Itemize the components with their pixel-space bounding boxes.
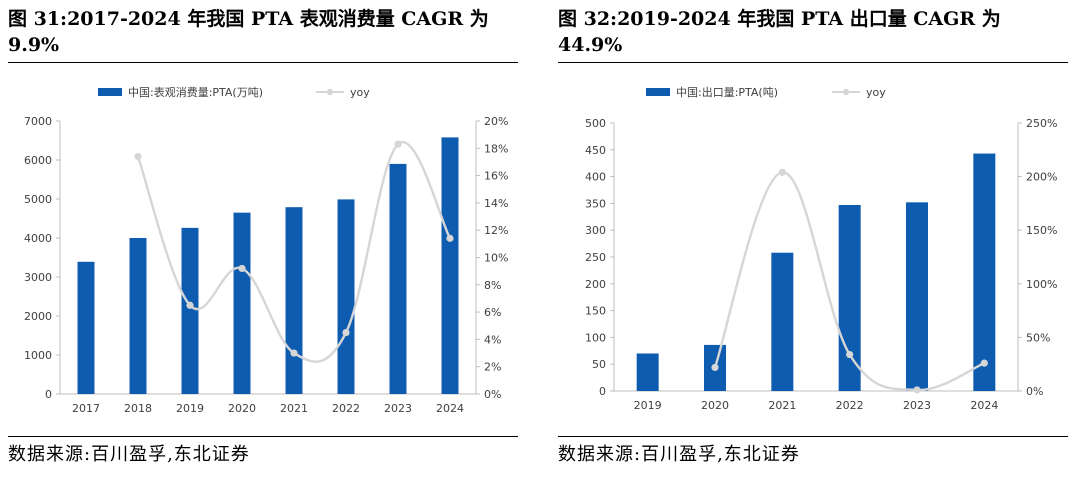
y-left-tick-label: 200 xyxy=(585,278,606,291)
x-tick-label: 2021 xyxy=(280,402,308,415)
bar xyxy=(973,153,996,391)
x-tick-label: 2020 xyxy=(228,402,256,415)
y-left-tick-label: 3000 xyxy=(24,271,52,284)
legend-swatch-bar xyxy=(98,88,122,96)
y-right-tick-label: 2% xyxy=(484,361,501,374)
y-right-tick-label: 10% xyxy=(484,252,508,265)
x-tick-label: 2022 xyxy=(332,402,360,415)
bar xyxy=(285,207,303,394)
y-left-tick-label: 7000 xyxy=(24,115,52,128)
bar xyxy=(636,353,659,391)
x-tick-label: 2018 xyxy=(124,402,152,415)
chart-export: 中国:出口量:PTA(吨) yoy 0 50 100 150 200 250 300 350 400… xyxy=(585,85,1057,412)
bar xyxy=(181,227,199,394)
y-right-tick-label: 0% xyxy=(484,388,501,401)
y-left-tick-label: 4000 xyxy=(24,232,52,245)
yoy-point xyxy=(238,264,246,273)
y-right-tick-label: 18% xyxy=(484,142,508,155)
y-left-tick-label: 50 xyxy=(592,358,606,371)
legend: 中国:出口量:PTA(吨) yoy xyxy=(646,85,886,99)
bar xyxy=(906,202,928,391)
source-note: 数据来源:百川盈孚,东北证券 xyxy=(8,444,250,465)
y-right-tick-label: 150% xyxy=(1026,224,1057,237)
y-left-tick-label: 250 xyxy=(585,251,606,264)
x-tick-label: 2019 xyxy=(176,402,204,415)
y-left-tick-label: 1000 xyxy=(24,349,52,362)
yoy-point xyxy=(980,359,988,367)
bar xyxy=(389,163,407,394)
x-tick-label: 2023 xyxy=(384,402,412,415)
y-right-tick-label: 50% xyxy=(1026,331,1050,344)
y-left-tick-label: 500 xyxy=(585,117,606,130)
y-left-tick-label: 6000 xyxy=(24,154,52,167)
legend-swatch-bar xyxy=(646,88,670,96)
y-right-tick-label: 6% xyxy=(484,306,501,319)
yoy-point xyxy=(134,152,142,161)
y-left-tick-label: 0 xyxy=(45,388,52,401)
bar xyxy=(337,199,355,394)
y-right-tick-label: 16% xyxy=(484,170,508,183)
yoy-point xyxy=(186,301,194,309)
y-right-tick-label: 0% xyxy=(1026,385,1043,398)
bar xyxy=(441,137,459,394)
y-left-tick-label: 450 xyxy=(585,144,606,157)
source-note: 数据来源:百川盈孚,东北证券 xyxy=(558,444,800,465)
chart-consumption: 中国:表观消费量:PTA(万吨) yoy 0 1000 2000 3000 4000 5000… xyxy=(24,85,508,415)
yoy-point xyxy=(394,140,402,148)
source-divider xyxy=(8,436,518,437)
yoy-point xyxy=(846,350,854,359)
y-right-tick-label: 8% xyxy=(484,279,501,292)
bar xyxy=(838,205,861,391)
yoy-point xyxy=(446,234,454,242)
yoy-point xyxy=(290,349,298,357)
x-tick-label: 2021 xyxy=(768,399,796,412)
y-right-tick-label: 12% xyxy=(484,224,508,237)
y-left-tick-label: 5000 xyxy=(24,193,52,206)
legend: 中国:表观消费量:PTA(万吨) yoy xyxy=(98,85,370,99)
yoy-point xyxy=(778,168,786,176)
x-tick-label: 2019 xyxy=(634,399,662,412)
bar xyxy=(771,252,794,391)
y-left-tick-label: 400 xyxy=(585,171,606,184)
title-divider xyxy=(558,62,1068,63)
figure-32: 图 32:2019-2024 年我国 PTA 出口量 CAGR 为 44.9% … xyxy=(558,0,1078,479)
legend-label-line: yoy xyxy=(350,86,370,99)
y-left-tick-label: 150 xyxy=(585,305,606,318)
source-divider xyxy=(558,436,1068,437)
y-right-tick-label: 200% xyxy=(1026,171,1057,184)
x-tick-label: 2024 xyxy=(970,399,998,412)
legend-marker-line xyxy=(326,88,334,96)
y-left-tick-label: 100 xyxy=(585,331,606,344)
x-tick-label: 2024 xyxy=(436,402,464,415)
legend-label-line: yoy xyxy=(866,86,886,99)
figure-title: 图 31:2017-2024 年我国 PTA 表观消费量 CAGR 为 9.9% xyxy=(8,8,489,56)
bar xyxy=(77,261,95,394)
figure-title: 图 32:2019-2024 年我国 PTA 出口量 CAGR 为 44.9% xyxy=(558,8,1001,56)
bar xyxy=(129,238,147,394)
yoy-point xyxy=(342,328,350,337)
y-right-tick-label: 20% xyxy=(484,115,508,128)
yoy-line xyxy=(713,171,985,392)
legend-label-bar: 中国:出口量:PTA(吨) xyxy=(676,85,778,99)
legend-marker-line xyxy=(842,88,850,96)
y-right-tick-label: 100% xyxy=(1026,278,1057,291)
x-tick-label: 2022 xyxy=(836,399,864,412)
y-left-tick-label: 300 xyxy=(585,224,606,237)
y-right-tick-label: 250% xyxy=(1026,117,1057,130)
y-left-tick-label: 2000 xyxy=(24,310,52,323)
legend-label-bar: 中国:表观消费量:PTA(万吨) xyxy=(128,85,263,99)
x-tick-label: 2017 xyxy=(72,402,100,415)
yoy-point xyxy=(913,386,921,394)
y-left-tick-label: 0 xyxy=(599,385,606,398)
y-right-tick-label: 14% xyxy=(484,197,508,210)
x-tick-label: 2020 xyxy=(701,399,729,412)
figure-31: 图 31:2017-2024 年我国 PTA 表观消费量 CAGR 为 9.9%… xyxy=(8,0,528,479)
y-right-tick-label: 4% xyxy=(484,333,501,346)
y-left-tick-label: 350 xyxy=(585,197,606,210)
title-divider xyxy=(8,62,518,63)
bar xyxy=(233,212,251,394)
yoy-point xyxy=(711,363,719,372)
x-tick-label: 2023 xyxy=(903,399,931,412)
